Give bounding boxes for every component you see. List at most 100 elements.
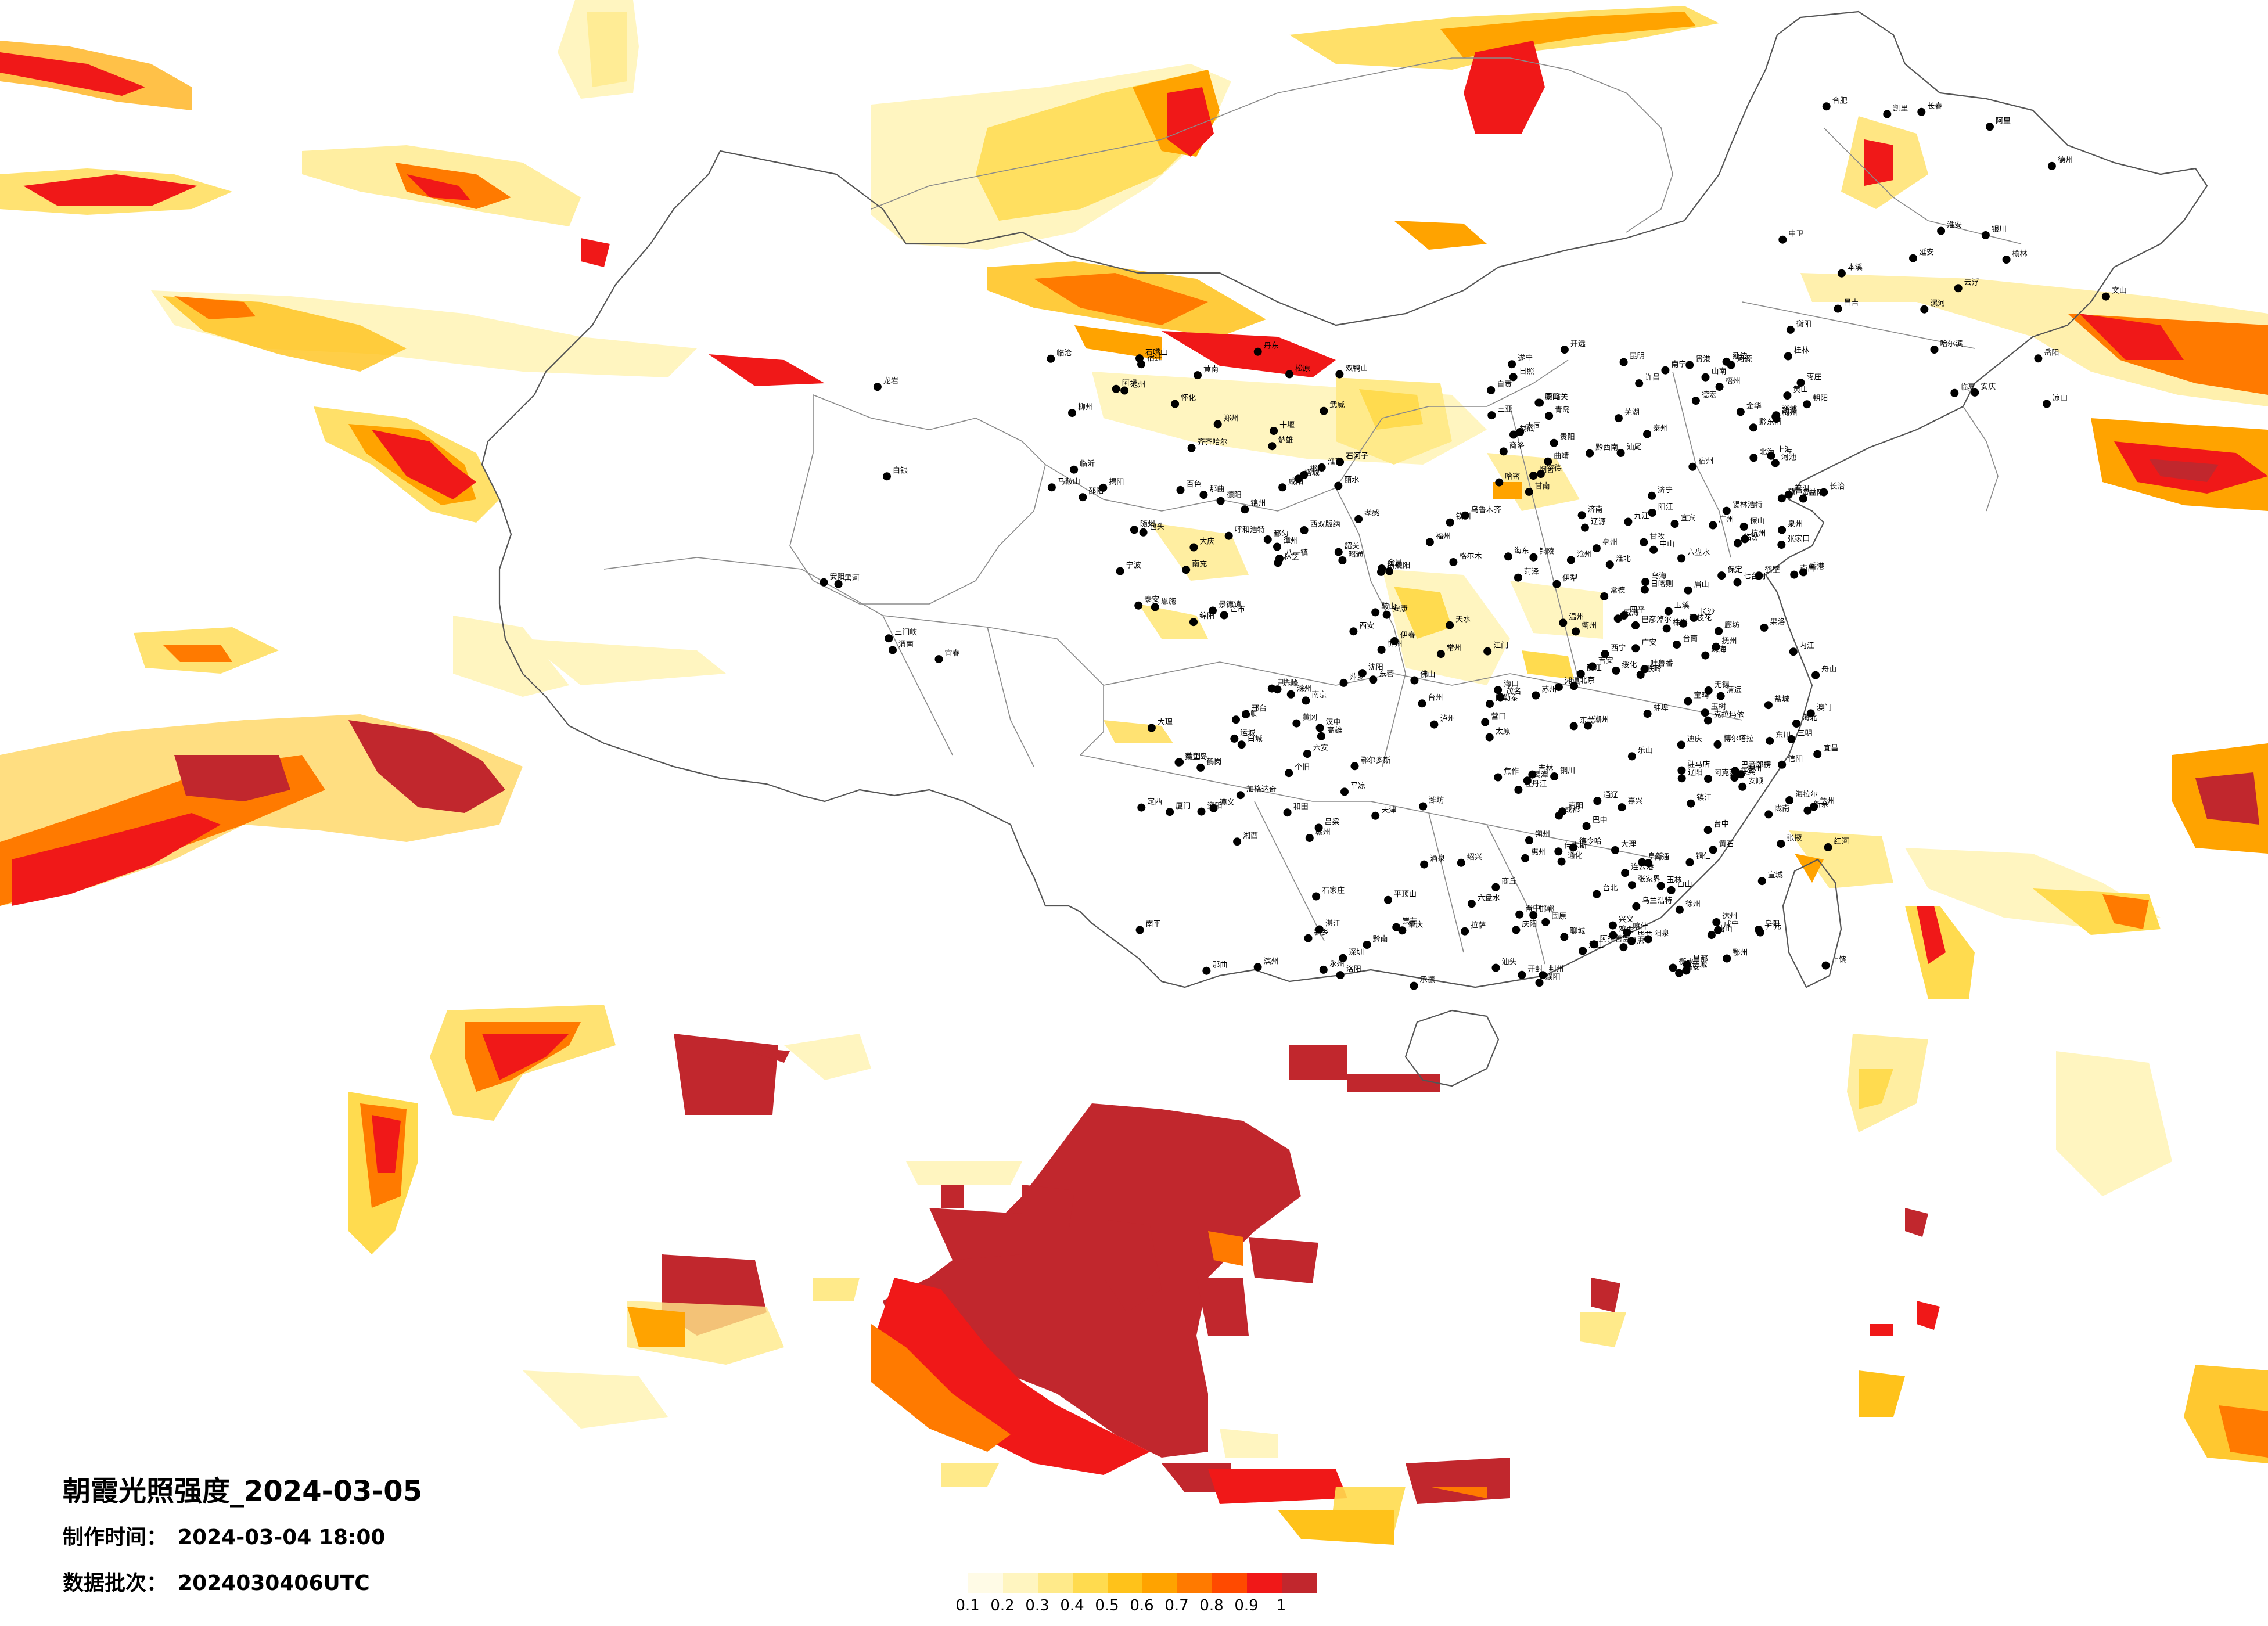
city-dot xyxy=(1618,803,1626,812)
city-label: 绵阳 xyxy=(1199,612,1214,621)
city-label: 石家庄 xyxy=(1322,886,1345,895)
city-dot xyxy=(1194,371,1202,380)
city-label: 沧州 xyxy=(1577,549,1592,559)
city-dot xyxy=(1242,710,1250,718)
city-label: 渭南 xyxy=(898,640,914,649)
city-dot xyxy=(1487,411,1496,420)
city-dot xyxy=(1675,905,1684,914)
city-label: 乐山 xyxy=(1638,746,1653,755)
city-label: 金华 xyxy=(1746,401,1762,411)
city-label: 兴义 xyxy=(1619,916,1634,924)
city-dot xyxy=(1187,444,1196,452)
city-dot xyxy=(1613,614,1622,623)
city-label: 石河子 xyxy=(1346,452,1368,461)
city-label: 荆门 xyxy=(1278,678,1293,688)
city-dot xyxy=(1640,585,1649,594)
city-label: 漯河 xyxy=(1930,300,1945,308)
city-dot xyxy=(1572,627,1580,636)
city-label: 舟山 xyxy=(1821,665,1836,674)
city-dot xyxy=(1339,678,1348,687)
city-dot xyxy=(1286,690,1295,699)
city-label: 淮北 xyxy=(1616,555,1631,563)
city-label: 本溪 xyxy=(1848,264,1863,272)
city-label: 陇南 xyxy=(1774,804,1789,813)
city-label: 日喀则 xyxy=(1651,580,1673,589)
city-label: 大理 xyxy=(1621,840,1636,849)
legend-tick-label: 0.2 xyxy=(990,1597,1015,1614)
city-dot xyxy=(1787,735,1796,743)
city-label: 随州 xyxy=(1140,520,1155,528)
city-dot xyxy=(1644,935,1652,944)
city-dot xyxy=(1739,522,1748,531)
city-dot xyxy=(1677,766,1686,775)
city-label: 运城 xyxy=(1240,729,1255,738)
city-dot xyxy=(1446,621,1454,629)
city-label: 海口 xyxy=(1504,680,1519,689)
city-label: 赤峰 xyxy=(1284,679,1299,688)
city-label: 淮安 xyxy=(1947,221,1962,230)
map-title: 朝霞光照强度_2024-03-05 xyxy=(63,1475,423,1508)
city-dot xyxy=(1786,325,1795,334)
city-label: 迪庆 xyxy=(1687,735,1702,744)
city-dot xyxy=(1305,834,1314,842)
city-label: 宜昌 xyxy=(1823,744,1838,753)
city-dot xyxy=(1436,650,1445,659)
city-dot xyxy=(1377,646,1386,654)
legend-ticks: 0.1 0.2 0.3 0.4 0.5 0.6 0.7 0.8 0.9 1 xyxy=(955,1597,1317,1617)
city-label: 海东 xyxy=(1514,546,1529,555)
city-dot xyxy=(1709,521,1717,530)
city-dot xyxy=(1691,397,1700,405)
city-label: 格尔木 xyxy=(1459,552,1482,561)
city-label: 菏泽 xyxy=(1524,568,1539,577)
city-label: 崇左 xyxy=(1402,918,1417,926)
city-label: 包头 xyxy=(1149,523,1164,531)
city-label: 抚州 xyxy=(1722,637,1737,646)
city-label: 嘉兴 xyxy=(1628,797,1643,806)
city-label: 漳州 xyxy=(1283,537,1298,546)
city-dot xyxy=(1147,724,1156,732)
city-label: 安顺 xyxy=(1748,777,1763,786)
legend-swatch xyxy=(968,1573,1003,1593)
legend-swatch xyxy=(1003,1573,1038,1593)
city-label: 张家口 xyxy=(1787,534,1810,544)
legend-swatch xyxy=(1282,1573,1317,1593)
city-dot xyxy=(1593,890,1601,898)
city-label: 凉山 xyxy=(2053,394,2068,403)
city-dot xyxy=(1536,470,1545,478)
city-label: 绥化 xyxy=(1622,661,1637,670)
city-dot xyxy=(1824,843,1832,851)
city-dot xyxy=(1685,361,1694,369)
city-dot xyxy=(1627,937,1636,945)
city-dot xyxy=(1675,969,1684,977)
city-dot xyxy=(1712,642,1720,651)
city-label: 中卫 xyxy=(1788,230,1803,239)
city-dot xyxy=(1722,506,1731,515)
city-dot xyxy=(1714,926,1722,934)
city-label: 阜新 xyxy=(1648,852,1663,861)
city-dot xyxy=(1662,624,1671,633)
city-label: 吉林 xyxy=(1538,765,1553,774)
city-dot xyxy=(1778,760,1787,769)
city-label: 马鞍山 xyxy=(1058,477,1080,486)
city-label: 百色 xyxy=(1187,480,1202,489)
city-label: 宜春 xyxy=(945,649,960,658)
city-label: 许昌 xyxy=(1645,373,1660,382)
city-dot xyxy=(1554,847,1563,856)
city-label: 朔州 xyxy=(1535,830,1550,839)
city-dot xyxy=(1810,803,1818,811)
city-label: 喀什 xyxy=(1633,922,1648,931)
city-label: 文山 xyxy=(2112,287,2127,296)
city-dot xyxy=(1755,571,1763,580)
city-label: 鹰潭 xyxy=(1533,770,1548,779)
city-dot xyxy=(1821,961,1830,970)
city-label: 汉中 xyxy=(1326,718,1341,726)
city-label: 阿拉善盟 xyxy=(1600,934,1630,943)
city-dot xyxy=(1275,555,1284,563)
city-label: 潍坊 xyxy=(1429,797,1444,805)
city-label: 贵港 xyxy=(1695,355,1710,364)
city-label: 博尔塔拉 xyxy=(1724,735,1754,743)
city-dot xyxy=(1703,826,1712,834)
city-label: 昌都 xyxy=(1693,955,1708,963)
city-label: 锦州 xyxy=(1250,499,1266,508)
